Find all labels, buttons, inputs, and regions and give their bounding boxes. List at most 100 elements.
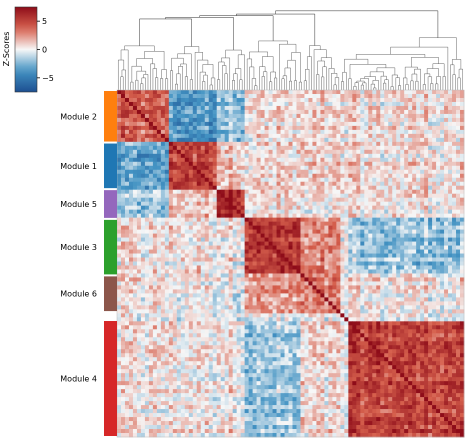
heatmap-cell [440,113,445,119]
heatmap-cell [284,241,289,246]
heatmap-cell [376,117,381,123]
heatmap-cell [400,189,405,195]
heatmap-cell [240,201,245,207]
heatmap-cell [408,149,413,155]
heatmap-cell [236,177,241,183]
heatmap-cell [376,129,381,135]
heatmap-cell [388,245,393,250]
heatmap-cell [208,221,214,226]
heatmap-cell [300,141,305,147]
heatmap-cell [312,293,317,298]
heatmap-cell [452,221,457,226]
heatmap-cell [196,201,202,207]
heatmap-cell [132,101,138,107]
heatmap-cell [308,193,313,199]
heatmap-cell [256,197,261,203]
heatmap-cell [432,281,437,286]
heatmap-cell [316,253,321,258]
heatmap-cell [304,181,309,187]
heatmap-cell [380,293,385,298]
heatmap-cell [280,169,285,175]
colorbar-ticks: 50−5 [37,17,54,83]
heatmap-cell [292,201,297,207]
heatmap-cell [212,233,218,238]
heatmap-cell [188,129,194,135]
heatmap-cell [200,173,206,179]
heatmap-cell [412,105,417,111]
heatmap-cell [292,233,297,238]
heatmap-cell [324,245,329,250]
heatmap-cell [396,93,401,99]
heatmap-cell [368,197,373,203]
heatmap-cell [156,197,162,203]
heatmap-cell [156,145,162,151]
heatmap-cell [180,245,186,250]
heatmap-cell [264,285,269,290]
heatmap-cell [352,97,357,103]
heatmap-cell [168,253,174,258]
heatmap-cell [232,245,238,250]
heatmap-cell [404,225,409,230]
heatmap-cell [380,153,385,159]
heatmap-cell [140,90,146,95]
heatmap-cell [117,289,122,294]
heatmap-cell [360,117,365,123]
heatmap-cell [148,117,154,123]
heatmap-cell [376,253,381,258]
heatmap-cell [132,265,138,270]
heatmap-cell [348,213,353,218]
heatmap-cell [384,105,389,111]
heatmap-cell [156,281,162,286]
heatmap-cell [336,249,341,254]
heatmap-cell [404,269,409,274]
heatmap-cell [392,97,397,103]
heatmap-cell [368,229,373,234]
heatmap-cell [404,189,409,195]
heatmap-cell [260,209,265,214]
heatmap-cell [120,169,126,175]
heatmap-cell [400,133,405,139]
heatmap-cell [212,253,218,258]
heatmap-cell [244,153,249,159]
heatmap-cell [344,253,349,258]
heatmap-cell [444,237,449,242]
heatmap-cell [192,97,198,103]
heatmap-cell [168,297,174,302]
heatmap-cell [444,109,449,115]
heatmap-cell [308,249,313,254]
heatmap-cell [180,289,186,294]
heatmap-cell [148,137,154,143]
heatmap-cell [204,229,210,234]
heatmap-cell [268,141,273,147]
heatmap-cell [224,165,230,171]
heatmap-cell [136,137,142,143]
heatmap-cell [280,293,285,298]
heatmap-cell [328,165,333,171]
heatmap-cell [416,133,421,139]
heatmap-cell [140,265,146,270]
heatmap-cell [444,93,449,99]
heatmap-cell [272,121,277,127]
heatmap-cell [184,269,190,274]
heatmap-cell [344,269,349,274]
heatmap-cell [296,261,301,266]
heatmap-cell [372,193,377,199]
heatmap-cell [348,245,353,250]
heatmap-cell [248,249,253,254]
heatmap-cell [320,241,325,246]
heatmap-cell [392,261,397,266]
heatmap-cell [216,125,222,131]
heatmap-cell [228,261,234,266]
heatmap-cell [136,193,142,199]
heatmap-cell [360,233,365,238]
heatmap-cell [336,281,341,286]
heatmap-cell [208,157,214,163]
heatmap-cell [180,101,186,107]
heatmap-cell [204,261,210,266]
heatmap-cell [204,193,210,199]
heatmap-cell [348,117,353,123]
heatmap-cell [160,253,166,258]
heatmap-cell [348,273,353,278]
heatmap-cell [148,209,154,214]
heatmap-cell [416,205,421,211]
